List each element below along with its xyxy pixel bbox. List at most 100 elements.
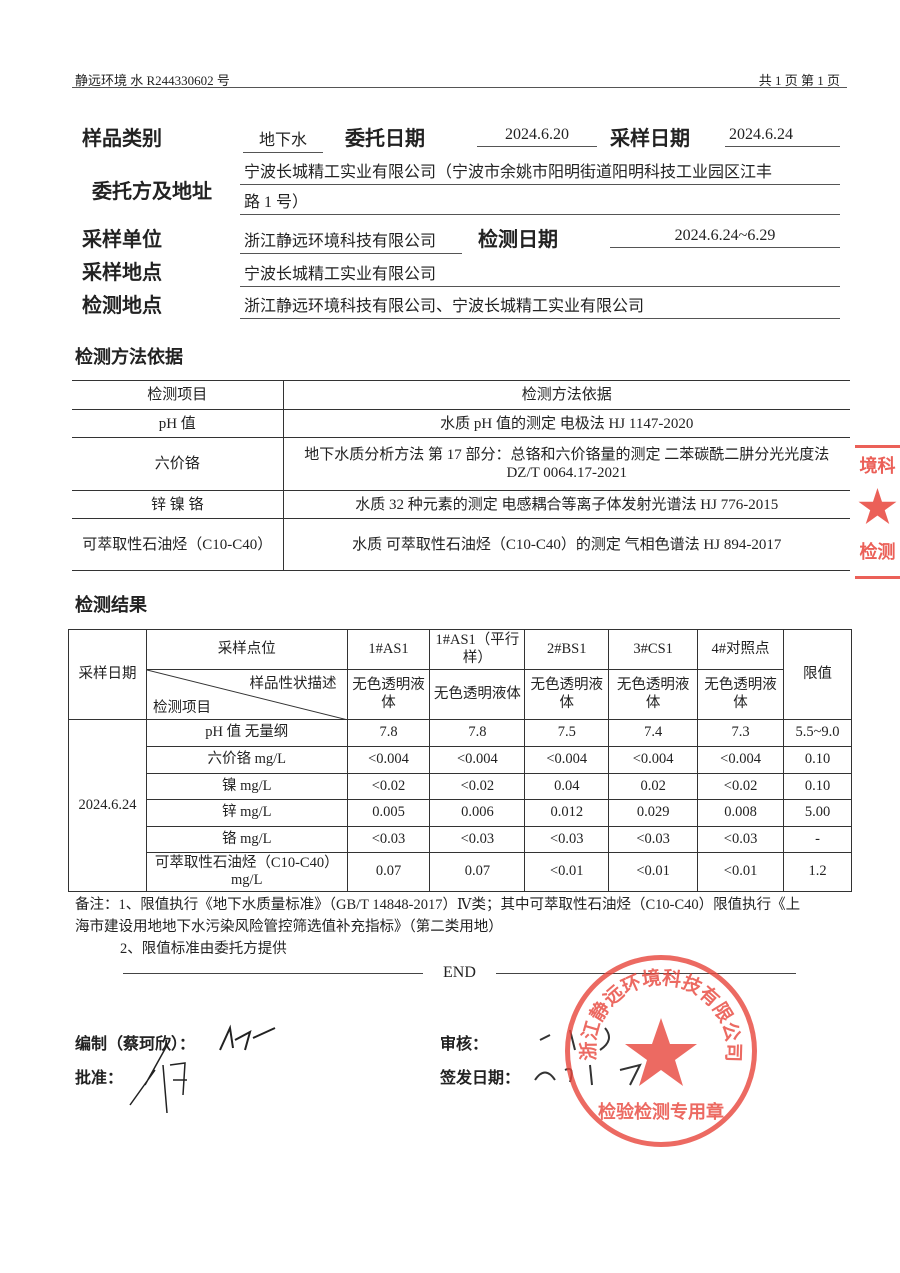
- table-row: 锌 mg/L 0.005 0.006 0.012 0.029 0.008 5.00: [69, 799, 852, 827]
- client-address-line1: 宁波长城精工实业有限公司（宁波市余姚市阳明街道阳明科技工业园区江丰: [240, 158, 840, 185]
- end-line-left: [123, 972, 423, 974]
- report-body: 检测方法依据 检测项目 检测方法依据 pH 值水质 pH 值的测定 电极法 HJ …: [68, 343, 852, 982]
- item-header: 检测项目: [152, 699, 211, 716]
- result-value: 7.8: [346, 719, 431, 747]
- sample-type-label: 样品类别: [82, 126, 162, 150]
- result-value: <0.01: [697, 852, 784, 892]
- note-line-2: 海市建设用地地下水污染风险管控筛选值补充指标》（第二类用地）: [75, 919, 503, 935]
- desc-header: 样品性状描述: [249, 676, 337, 692]
- test-item: 六价铬 mg/L: [145, 746, 348, 774]
- note-line-3: 2、限值标准由委托方提供: [120, 941, 287, 957]
- result-value: <0.004: [346, 746, 431, 774]
- result-value: <0.01: [524, 852, 610, 892]
- result-value: <0.03: [524, 826, 610, 853]
- limit-value: 1.2: [783, 852, 852, 892]
- result-value: <0.02: [697, 773, 784, 800]
- result-value: <0.02: [346, 773, 431, 800]
- end-marker: END: [443, 964, 476, 981]
- result-value: 0.07: [346, 852, 431, 892]
- result-value: <0.03: [429, 826, 526, 853]
- methods-title: 检测方法依据: [75, 347, 183, 368]
- description: 无色透明液体: [608, 669, 699, 720]
- method-basis: 水质 32 种元素的测定 电感耦合等离子体发射光谱法 HJ 776-2015: [282, 490, 850, 519]
- table-row: 2024.6.24 pH 值 无量纲 7.8 7.8 7.5 7.4 7.3 5.5~9.0: [68, 719, 852, 892]
- method-item: pH 值: [72, 409, 284, 438]
- result-value: <0.004: [697, 746, 784, 774]
- test-site: 浙江静远环境科技有限公司、宁波长城精工实业有限公司: [240, 292, 840, 319]
- sampling-date: 2024.6.24: [68, 719, 147, 892]
- sampling-date: 2024.6.24: [725, 126, 840, 147]
- official-seal: 浙江静远环境科技有限公司 检验检测专用章: [565, 955, 757, 1147]
- partial-seal-edge: [855, 576, 900, 579]
- table-row: 六价铬 mg/L <0.004 <0.004 <0.004 <0.004 <0.004 0.…: [69, 746, 852, 774]
- sampling-site: 宁波长城精工实业有限公司: [240, 260, 840, 287]
- commission-date: 2024.6.20: [477, 126, 597, 147]
- result-value: <0.004: [429, 746, 526, 774]
- result-value: <0.03: [608, 826, 699, 853]
- result-value: 7.8: [429, 719, 526, 747]
- compiler-signature: [219, 1024, 276, 1051]
- sampling-date-header: 采样日期: [68, 629, 147, 720]
- approver-signature: [129, 1039, 187, 1114]
- result-value: <0.02: [429, 773, 526, 800]
- seal-bottom-text: 检验检测专用章: [598, 1101, 724, 1122]
- sampler-label: 采样单位: [82, 227, 162, 251]
- sampling-date-label: 采样日期: [610, 126, 690, 150]
- client-label: 委托方及地址: [92, 179, 212, 203]
- sampling-site-label: 采样地点: [82, 260, 162, 284]
- result-value: 0.04: [524, 773, 610, 800]
- note-line-1: 备注：1、限值执行《地下水质量标准》（GB/T 14848-2017）Ⅳ类；其中…: [75, 897, 801, 913]
- star-icon: [625, 1018, 697, 1086]
- result-value: 0.008: [697, 799, 784, 827]
- result-value: 0.029: [608, 799, 699, 827]
- table-row: 镍 mg/L <0.02 <0.02 0.04 0.02 <0.02 0.10: [69, 773, 852, 800]
- limit-value: 0.10: [783, 773, 852, 800]
- result-value: 0.07: [429, 852, 526, 892]
- star-icon: ★: [857, 483, 898, 532]
- result-value: 0.005: [346, 799, 431, 827]
- description: 无色透明液体: [524, 669, 610, 720]
- description: 无色透明液体: [429, 669, 526, 720]
- partial-seal: 境科 ★ 检测: [855, 445, 900, 615]
- result-value: 7.4: [608, 719, 699, 747]
- method-item: 可萃取性石油烃（C10-C40）: [72, 518, 284, 571]
- sampler: 浙江静远环境科技有限公司: [240, 227, 462, 254]
- seal-graphic: 浙江静远环境科技有限公司 检验检测专用章: [577, 966, 744, 1122]
- notes: 备注：1、限值执行《地下水质量标准》（GB/T 14848-2017）Ⅳ类；其中…: [75, 894, 852, 960]
- site-2: 1#AS1（平行样）: [429, 629, 526, 670]
- test-date-label: 检测日期: [478, 227, 558, 251]
- result-value: 0.012: [524, 799, 610, 827]
- description: 无色透明液体: [697, 669, 784, 720]
- site-5: 4#对照点: [697, 629, 784, 670]
- table-row: 铬 mg/L <0.03 <0.03 <0.03 <0.03 <0.03-: [69, 826, 852, 853]
- commission-date-label: 委托日期: [345, 126, 425, 150]
- limit-header: 限值: [783, 629, 852, 720]
- sample-type: 地下水: [243, 126, 323, 153]
- issue-date-label: 签发日期：: [440, 1068, 521, 1087]
- result-value: 0.006: [429, 799, 526, 827]
- limit-value: 5.00: [783, 799, 852, 827]
- diagonal-header-cell: 样品性状描述 检测项目: [145, 669, 348, 720]
- method-item: 锌 镍 铬: [72, 490, 284, 519]
- approved-by-label: 批准：: [75, 1068, 124, 1087]
- result-value: <0.004: [524, 746, 610, 774]
- result-value: 0.02: [608, 773, 699, 800]
- site-3: 2#BS1: [524, 629, 610, 670]
- header-divider: [72, 87, 847, 88]
- results-title: 检测结果: [75, 595, 147, 616]
- site-header: 采样点位: [145, 629, 348, 670]
- test-item: 铬 mg/L: [145, 826, 348, 853]
- table-row: 可萃取性石油烃（C10-C40）mg/L 0.07 0.07 <0.01 <0.01 <0…: [69, 852, 852, 892]
- report-number: 静远环境 水 R244330602 号: [75, 73, 230, 88]
- method-item: 六价铬: [72, 437, 284, 491]
- test-item: pH 值 无量纲: [145, 719, 348, 747]
- result-value: <0.03: [346, 826, 431, 853]
- method-basis: 水质 可萃取性石油烃（C10-C40）的测定 气相色谱法 HJ 894-2017: [282, 518, 850, 571]
- result-value: <0.03: [697, 826, 784, 853]
- test-item: 锌 mg/L: [145, 799, 348, 827]
- test-item: 镍 mg/L: [145, 773, 348, 800]
- test-site-label: 检测地点: [82, 293, 162, 317]
- method-basis: 水质 pH 值的测定 电极法 HJ 1147-2020: [282, 409, 850, 438]
- limit-value: 5.5~9.0: [783, 719, 852, 747]
- result-value: <0.004: [608, 746, 699, 774]
